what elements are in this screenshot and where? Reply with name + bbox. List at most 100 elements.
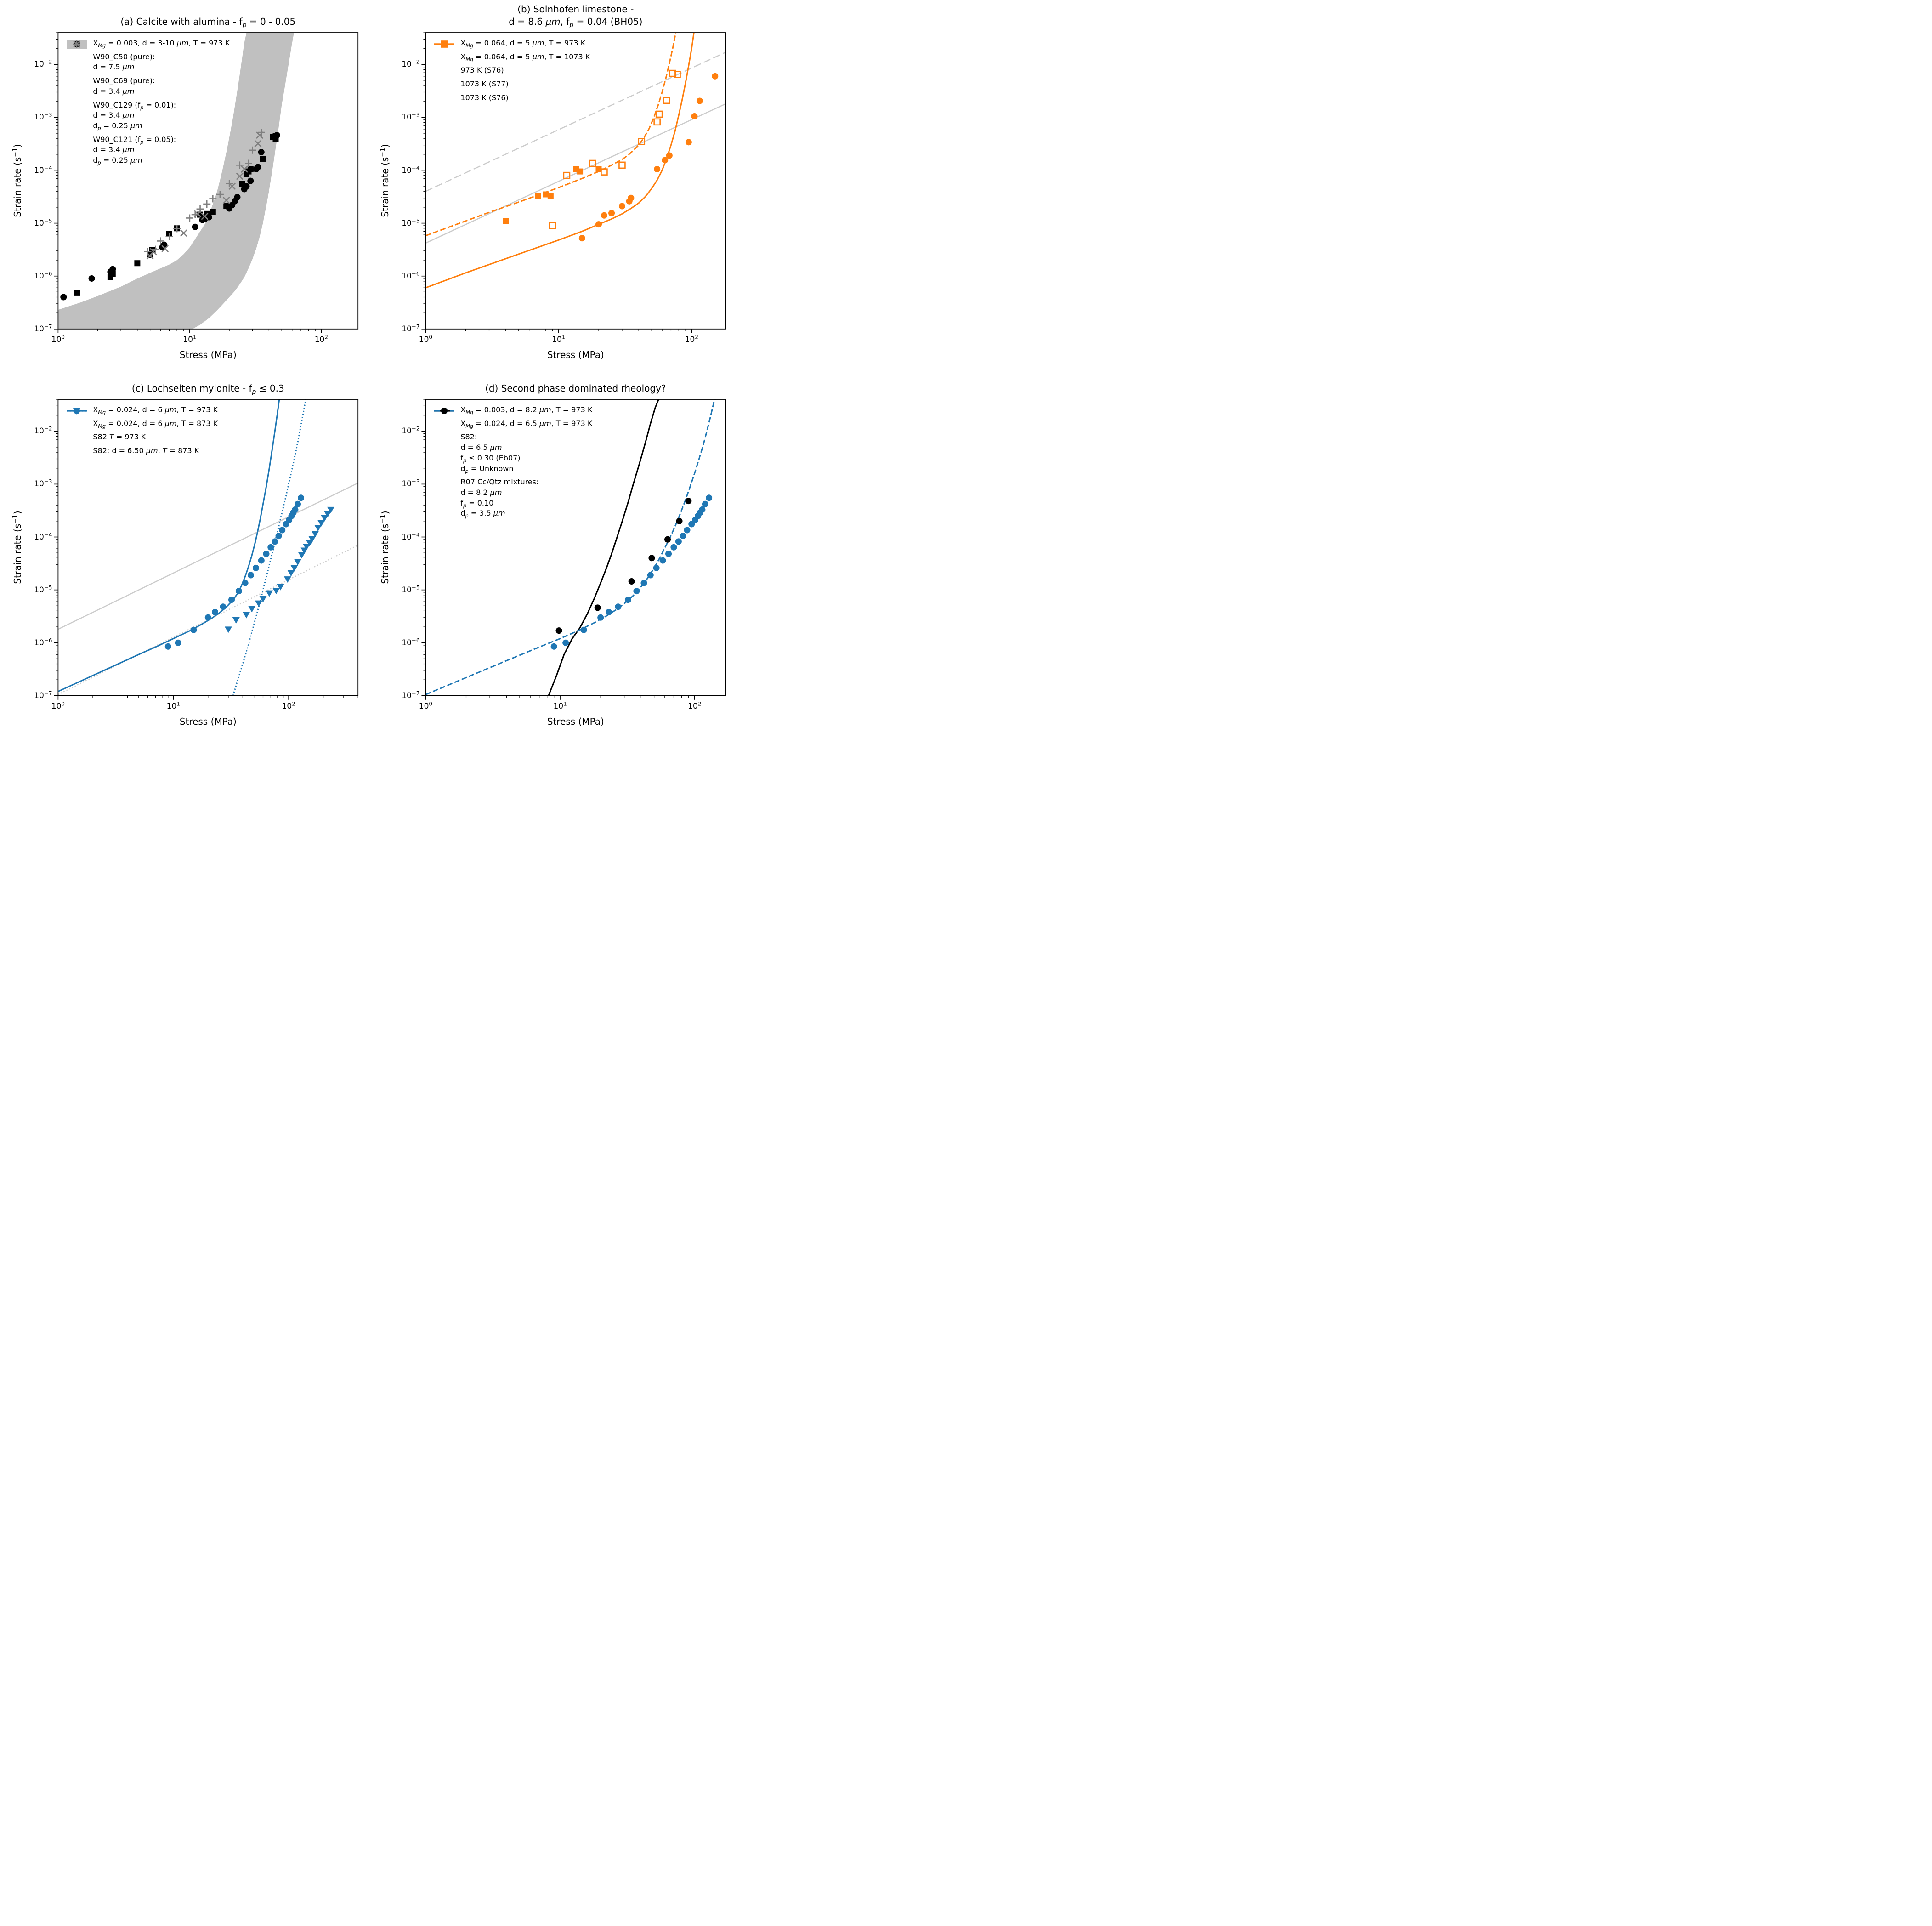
y-tick-label: 10−5 <box>402 217 420 228</box>
legend-label-line: XMg = 0.064, d = 5 μm, T = 1073 K <box>460 52 590 62</box>
axis-ticks <box>54 399 358 700</box>
series-W90_C129 <box>146 131 264 260</box>
legend-label-line: 1073 K (S77) <box>460 80 509 89</box>
y-tick-label: 10−7 <box>402 690 420 700</box>
legend-label: S82: d = 6.5 μm fp ≤ 0.30 (Eb07) dp = Unkno… <box>460 432 520 474</box>
y-tick-label: 10−2 <box>34 425 52 436</box>
legend-label-line: d = 3.4 μm <box>93 86 135 96</box>
y-tick-label: 10−5 <box>402 584 420 595</box>
legend-label: W90_C69 (pure): d = 3.4 μm <box>93 76 155 97</box>
y-tick-label: 10−5 <box>34 217 52 228</box>
legend-label-line: d = 7.5 μm <box>93 62 135 72</box>
x-tick-label: 102 <box>688 700 702 711</box>
y-tick-label: 10−6 <box>402 270 420 281</box>
legend-label-line: R07 Cc/Qtz mixtures: <box>460 477 539 487</box>
legend-entry: W90_C129 (fp = 0.01): d = 3.4 μm dp = 0.25… <box>65 40 230 132</box>
y-tick-label: 10−2 <box>402 58 420 69</box>
legend-label-line: d = 3.4 μm <box>93 111 135 120</box>
x-tick-label: 100 <box>51 334 65 344</box>
legend-label-line: S82 T = 973 K <box>93 432 146 442</box>
y-tick-label: 10−6 <box>34 270 52 281</box>
legend-entry: XMg = 0.064, d = 5 μm, T = 973 K <box>433 38 590 49</box>
legend-entry: S82: d = 6.5 μm fp ≤ 0.30 (Eb07) dp = Unkno… <box>433 408 592 474</box>
legend-label: XMg = 0.024, d = 6 μm, T = 873 K <box>93 419 218 429</box>
legend-entry: W90_C69 (pure): d = 3.4 μm <box>65 41 230 97</box>
line-model-873K <box>232 399 307 696</box>
x-axis-label: Stress (MPa) <box>547 716 604 727</box>
legend-label-line: W90_C129 (fp = 0.01): <box>93 100 176 111</box>
y-tick-label: 10−3 <box>402 478 420 489</box>
legend-label: XMg = 0.024, d = 6.5 μm, T = 973 K <box>460 419 592 429</box>
panel-solnhofen-limestone: 100 101 102 10−2 10−3 10−4 10−5 10−6 10−7 Stress … <box>368 0 735 367</box>
y-tick-label: 10−2 <box>34 58 52 69</box>
model-band-xmg0003 <box>58 33 294 329</box>
line-model-xmg0003 <box>548 399 659 696</box>
x-axis-label: Stress (MPa) <box>179 349 237 360</box>
y-tick-label: 10−2 <box>402 425 420 436</box>
plot-area <box>425 399 716 696</box>
y-axis-label: Strain rate (s−1) <box>11 144 23 218</box>
y-tick-label: 10−7 <box>34 323 52 334</box>
panel-lochseiten-mylonite: 100 101 102 10−2 10−3 10−4 10−5 10−6 10−7 Stress … <box>0 367 368 733</box>
y-tick-label: 10−5 <box>34 584 52 595</box>
x-axis-label: Stress (MPa) <box>179 716 237 727</box>
series-S82-873K <box>224 506 334 633</box>
series-R07-CcQtz <box>555 498 692 634</box>
legend-label: 1073 K (S76) <box>460 93 508 103</box>
legend-swatch-square-icon <box>441 40 448 48</box>
legend-label: XMg = 0.003, d = 3-10 μm, T = 973 K <box>93 38 230 49</box>
legend-label: XMg = 0.064, d = 5 μm, T = 973 K <box>460 38 585 49</box>
y-tick-label: 10−4 <box>402 164 420 175</box>
legend-entry: XMg = 0.003, d = 3-10 μm, T = 973 K <box>65 38 230 49</box>
figure: 100 101 102 10−2 10−3 10−4 10−5 10−6 10−7 Stress … <box>0 0 735 733</box>
y-axis-label: Strain rate (s−1) <box>379 511 391 585</box>
legend-label: XMg = 0.064, d = 5 μm, T = 1073 K <box>460 52 590 62</box>
x-axis-label: Stress (MPa) <box>547 349 604 360</box>
panel-title: (d) Second phase dominated rheology? <box>485 383 666 394</box>
legend-label-line: d = 8.2 μm <box>460 488 502 497</box>
legend-entry: XMg = 0.003, d = 8.2 μm, T = 973 K <box>433 405 592 415</box>
axes-box <box>57 32 359 330</box>
legend-label-line: fp = 0.10 <box>460 498 494 509</box>
legend-label-line: dp = 3.5 μm <box>460 509 505 519</box>
y-axis-label: Strain rate (s−1) <box>379 144 391 218</box>
plot-area <box>58 399 358 696</box>
legend: XMg = 0.064, d = 5 μm, T = 973 K XMg = 0.… <box>433 38 590 107</box>
legend-swatch-circle-icon <box>441 408 448 415</box>
legend-label-line: S82: d = 6.50 μm, T = 873 K <box>93 446 199 455</box>
axis-ticks <box>421 399 695 700</box>
x-tick-label: 101 <box>553 700 567 711</box>
legend-label: W90_C50 (pure): d = 7.5 μm <box>93 52 155 73</box>
legend-swatch-plus-icon <box>73 40 81 48</box>
y-tick-label: 10−4 <box>34 164 52 175</box>
legend-entry: 973 K (S76) <box>433 41 590 76</box>
legend-label-line: XMg = 0.024, d = 6 μm, T = 973 K <box>93 405 218 416</box>
legend-label: 973 K (S76) <box>460 65 504 76</box>
x-tick-label: 102 <box>282 700 295 711</box>
line-model-973K <box>58 399 280 693</box>
legend-label-line: W90_C50 (pure): <box>93 52 155 61</box>
legend-swatch-square-icon <box>441 41 448 47</box>
x-tick-label: 102 <box>314 334 328 344</box>
legend-entry: XMg = 0.064, d = 5 μm, T = 1073 K <box>433 43 590 62</box>
plot-area <box>58 33 294 329</box>
plot-a <box>54 32 359 333</box>
plot-d <box>421 399 726 700</box>
x-tick-label: 100 <box>419 334 432 344</box>
legend-entry: 1073 K (S77) <box>433 41 590 90</box>
x-tick-label: 101 <box>166 700 180 711</box>
legend-label-line: XMg = 0.003, d = 8.2 μm, T = 973 K <box>460 405 593 416</box>
legend-label: S82: d = 6.50 μm, T = 873 K <box>93 446 199 456</box>
legend-entry: W90_C121 (fp = 0.05): d = 3.4 μm dp = 0.25… <box>65 40 230 166</box>
legend-label-line: dp = 0.25 μm <box>93 121 142 132</box>
legend-label-line: fp ≤ 0.30 (Eb07) <box>460 453 521 464</box>
legend-swatch-triangle-down-icon <box>73 408 81 415</box>
panel-title: (a) Calcite with alumina - fp = 0 - 0.05 <box>120 16 296 29</box>
series-1073K-S77 <box>503 166 602 224</box>
axes-box <box>425 32 726 330</box>
axis-ticks <box>54 32 322 333</box>
panel-title: d = 8.6 μm, fp = 0.04 (BH05) <box>509 16 643 29</box>
legend-label-line: S82: <box>460 432 477 442</box>
series-973K-S76 <box>578 73 719 242</box>
y-tick-label: 10−3 <box>34 478 52 489</box>
